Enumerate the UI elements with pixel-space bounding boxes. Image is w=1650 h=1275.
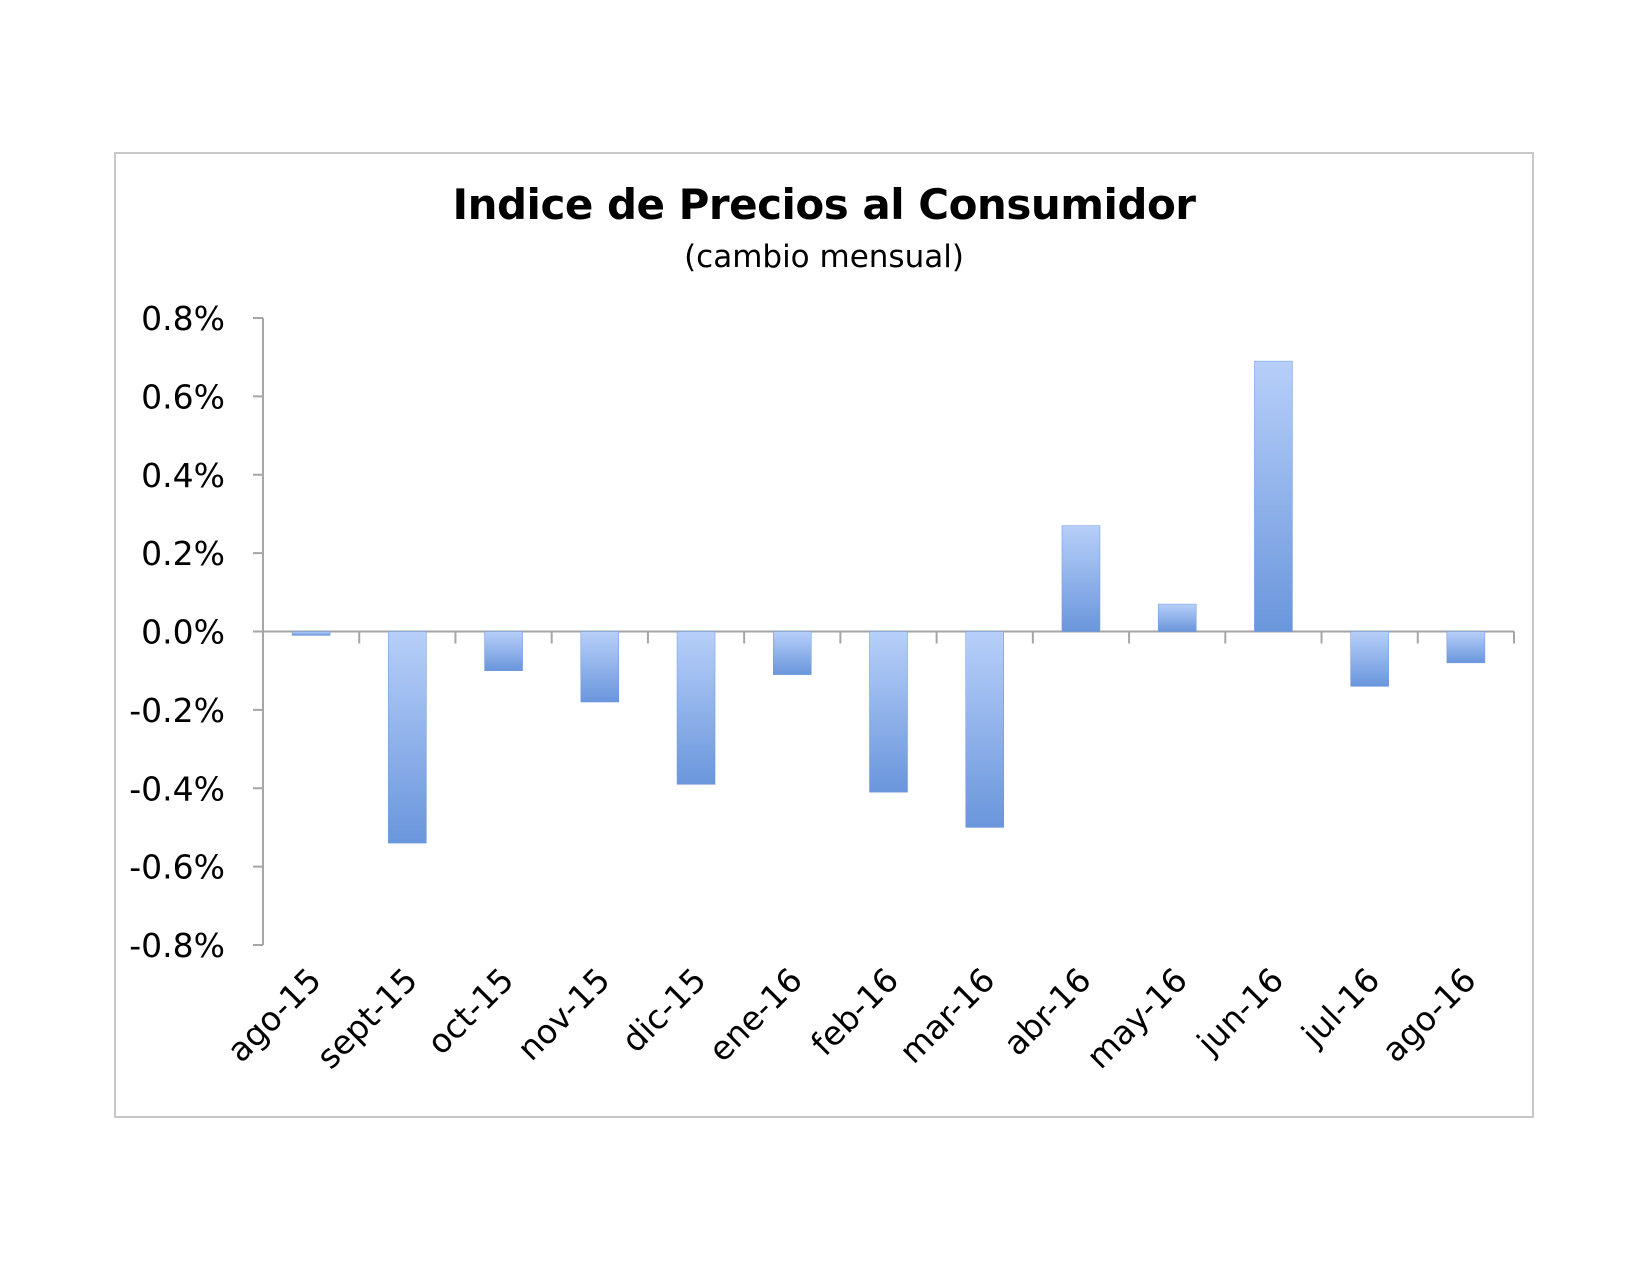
y-tick-label: -0.6% (129, 848, 225, 887)
bar-mar-16 (965, 631, 1004, 828)
y-tick-label: -0.8% (129, 926, 225, 965)
y-tick-label: 0.2% (141, 534, 225, 573)
bar-ene-16 (773, 631, 812, 675)
x-tick-label: jun-16 (1189, 960, 1291, 1062)
bar-ago-16 (1446, 631, 1486, 664)
y-tick-label: 0.8% (141, 299, 225, 338)
x-tick-label: ene-16 (701, 960, 810, 1069)
y-tick-label: -0.4% (129, 769, 225, 808)
bar-ago-15 (291, 631, 331, 636)
bars (291, 360, 1486, 844)
bar-sept-15 (388, 631, 427, 844)
y-tick-label: 0.0% (141, 613, 225, 652)
x-tick-label: sept-15 (309, 960, 425, 1076)
bar-dic-15 (676, 631, 716, 785)
x-tick-label: may-16 (1079, 960, 1195, 1076)
bar-jul-16 (1350, 631, 1389, 687)
bar-oct-15 (484, 631, 523, 671)
chart-subtitle: (cambio mensual) (684, 239, 964, 275)
x-tick-label: nov-15 (510, 960, 618, 1068)
y-tick-label: 0.4% (141, 456, 225, 495)
bar-nov-15 (580, 631, 620, 703)
x-tick-labels: ago-15sept-15oct-15nov-15dic-15ene-16feb… (219, 960, 1483, 1076)
x-tick-label: dic-15 (614, 960, 714, 1060)
x-tick-label: ago-16 (1374, 960, 1484, 1070)
y-tick-label: -0.2% (129, 691, 225, 730)
bar-may-16 (1157, 603, 1197, 632)
x-tick-label: jul-16 (1293, 960, 1387, 1054)
x-tick-label: feb-16 (803, 960, 906, 1063)
y-tick-labels: 0.8% 0.6% 0.4% 0.2% 0.0% -0.2% -0.4% -0.6% -0.8% (129, 299, 225, 965)
bar-jun-16 (1254, 360, 1293, 632)
chart-frame: Indice de Precios al Consumidor (cambio … (114, 152, 1534, 1118)
x-tick-label: oct-15 (419, 960, 521, 1062)
x-tick-label: mar-16 (892, 960, 1003, 1071)
y-tick-label: 0.6% (141, 377, 225, 416)
bar-abr-16 (1061, 525, 1101, 632)
bar-feb-16 (869, 631, 908, 793)
chart-title: Indice de Precios al Consumidor (452, 180, 1196, 229)
